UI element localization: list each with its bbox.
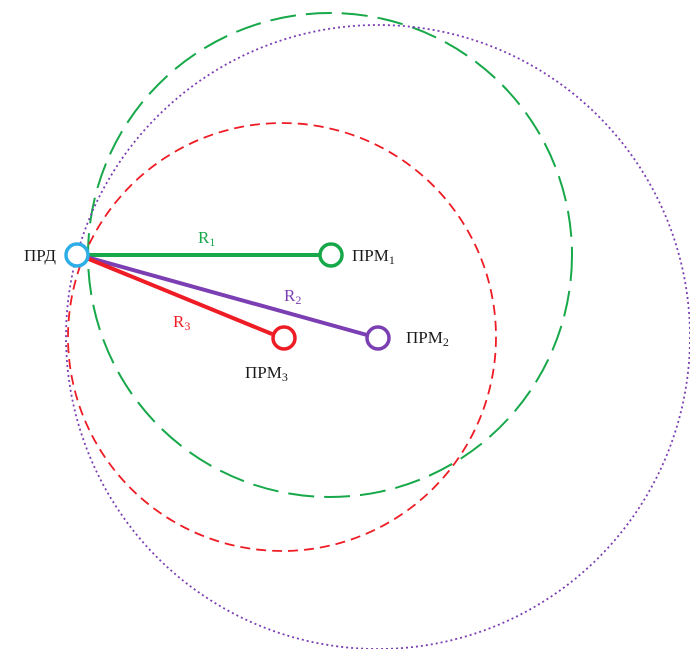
- range-line-3: [78, 253, 273, 336]
- receiver-label-2: ПРМ2: [406, 328, 449, 349]
- range-circle-3: [67, 122, 497, 552]
- range-line-2: [78, 253, 368, 337]
- transmitter-label: ПРД: [24, 246, 56, 265]
- range-label-1: R1: [198, 228, 215, 249]
- receiver-label-1: ПРМ1: [352, 246, 395, 267]
- receiver-3-marker: [271, 325, 297, 351]
- receiver-1-marker: [318, 242, 344, 268]
- range-label-2: R2: [284, 286, 301, 307]
- transmitter-marker: [64, 242, 90, 268]
- range-label-3: R3: [173, 312, 190, 333]
- receiver-2-marker: [365, 325, 391, 351]
- receiver-label-3: ПРМ3: [245, 363, 288, 384]
